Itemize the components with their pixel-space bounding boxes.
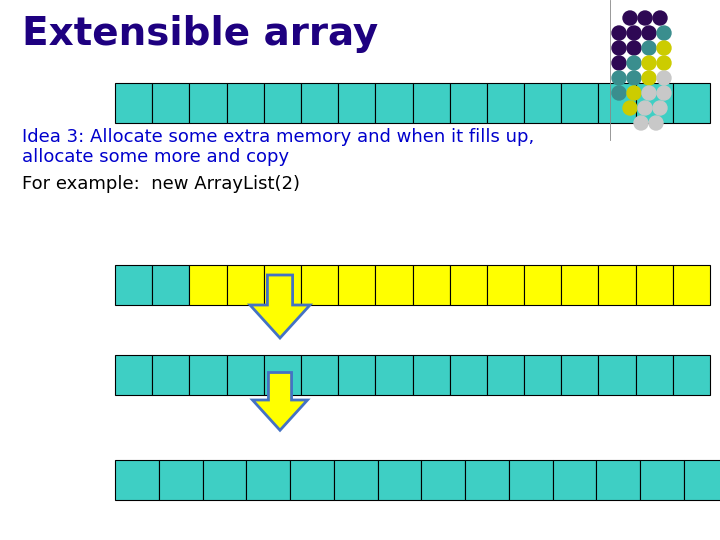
Bar (246, 460, 290, 500)
Text: allocate some more and copy: allocate some more and copy (22, 148, 289, 166)
Bar (487, 355, 524, 395)
Bar (189, 355, 227, 395)
Text: Idea 3: Allocate some extra memory and when it fills up,: Idea 3: Allocate some extra memory and w… (22, 128, 534, 146)
Bar (152, 265, 189, 305)
Bar (598, 83, 636, 123)
Circle shape (642, 56, 656, 70)
Circle shape (612, 26, 626, 40)
Bar (636, 83, 672, 123)
Bar (264, 355, 301, 395)
Bar (450, 355, 487, 395)
Text: For example:  new ArrayList(2): For example: new ArrayList(2) (22, 175, 300, 193)
Bar (672, 265, 710, 305)
Bar (413, 83, 450, 123)
Circle shape (623, 11, 637, 25)
Bar (301, 355, 338, 395)
Bar (413, 355, 450, 395)
Circle shape (653, 11, 667, 25)
Bar (562, 355, 598, 395)
Bar (465, 460, 509, 500)
Circle shape (653, 101, 667, 115)
Bar (338, 265, 375, 305)
Bar (413, 265, 450, 305)
Circle shape (642, 26, 656, 40)
Bar (509, 460, 552, 500)
Bar (115, 355, 152, 395)
Bar (227, 265, 264, 305)
Circle shape (623, 101, 637, 115)
Bar (264, 265, 301, 305)
Circle shape (627, 26, 641, 40)
Bar (598, 355, 636, 395)
Bar (636, 265, 672, 305)
Bar (450, 83, 487, 123)
Bar (227, 83, 264, 123)
Bar (684, 460, 720, 500)
Circle shape (612, 41, 626, 55)
Circle shape (612, 56, 626, 70)
Bar (672, 83, 710, 123)
Bar (301, 265, 338, 305)
Circle shape (657, 56, 671, 70)
Circle shape (657, 86, 671, 100)
Circle shape (627, 71, 641, 85)
Bar (672, 355, 710, 395)
Bar (487, 83, 524, 123)
Circle shape (634, 116, 648, 130)
Bar (377, 460, 421, 500)
Bar (598, 265, 636, 305)
Bar (562, 83, 598, 123)
Bar (189, 265, 227, 305)
Bar (301, 83, 338, 123)
Bar (524, 83, 562, 123)
Circle shape (657, 26, 671, 40)
Bar (338, 355, 375, 395)
Bar (487, 265, 524, 305)
Bar (158, 460, 202, 500)
Bar (115, 265, 152, 305)
Bar (562, 265, 598, 305)
Bar (524, 355, 562, 395)
Circle shape (627, 56, 641, 70)
Circle shape (627, 41, 641, 55)
Polygon shape (253, 373, 307, 430)
Bar (636, 355, 672, 395)
Bar (640, 460, 684, 500)
Bar (375, 355, 413, 395)
Bar (375, 83, 413, 123)
Circle shape (657, 71, 671, 85)
Bar (450, 265, 487, 305)
Polygon shape (250, 275, 310, 338)
Text: Extensible array: Extensible array (22, 15, 378, 53)
Bar (264, 83, 301, 123)
Circle shape (638, 101, 652, 115)
Circle shape (642, 86, 656, 100)
Bar (152, 355, 189, 395)
Circle shape (612, 71, 626, 85)
Bar (375, 265, 413, 305)
Circle shape (649, 116, 663, 130)
Bar (115, 460, 158, 500)
Bar (596, 460, 640, 500)
Circle shape (627, 86, 641, 100)
Bar (227, 355, 264, 395)
Bar (421, 460, 465, 500)
Circle shape (612, 86, 626, 100)
Bar (115, 83, 152, 123)
Bar (290, 460, 334, 500)
Bar (334, 460, 377, 500)
Circle shape (642, 71, 656, 85)
Circle shape (642, 41, 656, 55)
Bar (524, 265, 562, 305)
Circle shape (657, 41, 671, 55)
Bar (189, 83, 227, 123)
Bar (338, 83, 375, 123)
Circle shape (638, 11, 652, 25)
Bar (152, 83, 189, 123)
Bar (552, 460, 596, 500)
Bar (202, 460, 246, 500)
